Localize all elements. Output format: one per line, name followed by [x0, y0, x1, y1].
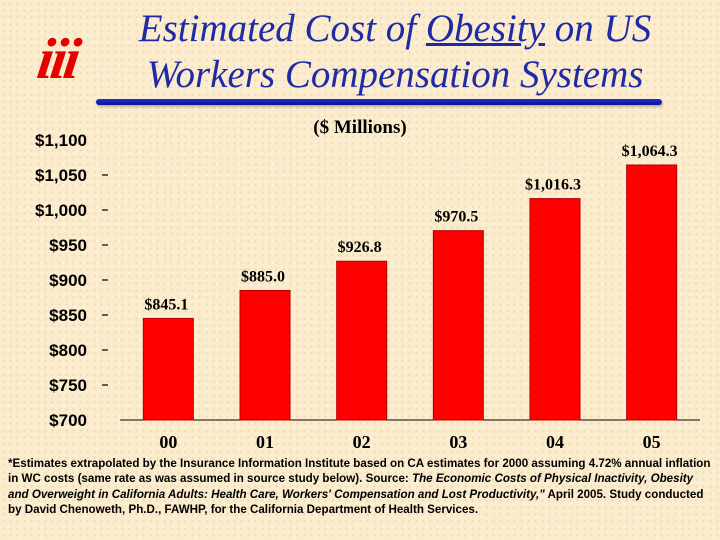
data-label: $885.0	[241, 269, 285, 286]
x-tick-label: 01	[256, 432, 274, 452]
y-tick-label: $800	[49, 341, 87, 360]
bar-02	[336, 260, 388, 421]
title-obesity-underlined: Obesity	[425, 7, 546, 50]
title-line1-start: Estimated Cost of	[138, 7, 426, 50]
footnote-source-title: The Economic Costs of Physical Inactivit…	[8, 472, 694, 501]
data-label: $1,064.3	[622, 143, 678, 160]
footnote: *Estimates extrapolated by the Insurance…	[8, 456, 714, 518]
bar-00	[142, 317, 194, 421]
slide-title: Estimated Cost of Obesity on US Workers C…	[70, 6, 720, 98]
data-label: $845.1	[144, 296, 188, 313]
y-tick-label: $1,050	[35, 166, 87, 185]
x-tick-label: 04	[546, 432, 564, 452]
x-tick-label: 03	[449, 432, 467, 452]
data-label: $970.5	[434, 209, 478, 226]
data-label: $1,016.3	[525, 177, 581, 194]
bar-05	[626, 164, 678, 421]
y-tick-label: $950	[49, 236, 87, 255]
y-tick-label: $900	[49, 271, 87, 290]
bar-03	[432, 230, 484, 421]
y-tick-label: $750	[49, 376, 87, 395]
title-line1-end: on US	[545, 7, 652, 50]
y-tick-label: $1,100	[35, 131, 87, 150]
y-tick-label: $700	[49, 411, 87, 430]
x-tick-label: 00	[159, 432, 177, 452]
y-tick-label: $850	[49, 306, 87, 325]
data-label: $926.8	[338, 239, 382, 256]
bar-01	[239, 290, 291, 421]
bar-04	[529, 198, 581, 421]
title-line2: Workers Compensation Systems	[146, 53, 644, 96]
footnote-text: *Estimates extrapolated by the Insurance…	[8, 457, 711, 486]
chart-subtitle: ($ Millions)	[313, 117, 406, 138]
y-tick-label: $1,000	[35, 201, 87, 220]
x-tick-label: 02	[353, 432, 371, 452]
title-divider	[96, 99, 662, 105]
x-tick-label: 05	[643, 432, 661, 452]
footnote-text-end: April 2005. Study conducted by David Che…	[8, 487, 704, 517]
